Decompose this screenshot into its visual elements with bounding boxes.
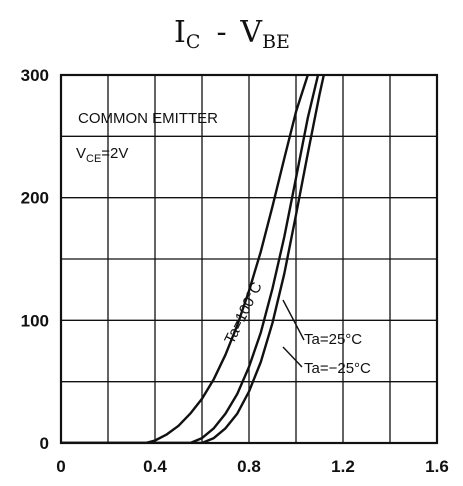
title-vbe: V <box>239 15 263 50</box>
series-label-ta25: Ta=25°C <box>304 331 362 348</box>
x-tick-label: 0.8 <box>237 457 261 476</box>
plot-frame <box>59 73 439 445</box>
x-tick-label: 1.2 <box>331 457 355 476</box>
leader-ta-25 <box>282 346 303 368</box>
condition-vce-v: V <box>76 145 86 162</box>
series-group <box>61 75 326 443</box>
chart-title: IC - VBE <box>174 15 290 53</box>
tick-labels: 0 0.4 0.8 1.2 1.6 0 100 200 300 <box>21 66 449 476</box>
condition-vce: VCE=2V <box>76 145 128 165</box>
title-ic: I <box>174 15 186 50</box>
grid-lines <box>61 75 437 443</box>
y-tick-label: 0 <box>40 434 49 453</box>
y-tick-label: 300 <box>21 66 49 85</box>
condition-vce-value: =2V <box>101 145 128 162</box>
series-line-1 <box>61 75 320 443</box>
series-line-0 <box>61 75 310 443</box>
title-vbe-sub: BE <box>262 31 290 53</box>
title-dash: - <box>216 15 225 50</box>
x-tick-label: 1.6 <box>425 457 449 476</box>
x-tick-label: 0 <box>56 457 65 476</box>
y-tick-label: 200 <box>21 189 49 208</box>
condition-mode: COMMON EMITTER <box>78 110 218 127</box>
series-label-ta-25: Ta=−25°C <box>304 360 371 377</box>
y-tick-label: 100 <box>21 311 49 330</box>
condition-vce-sub: CE <box>86 153 101 165</box>
title-ic-sub: C <box>186 31 201 53</box>
x-tick-label: 0.4 <box>143 457 167 476</box>
leader-ta25 <box>282 299 305 341</box>
series-line-2 <box>61 75 326 443</box>
